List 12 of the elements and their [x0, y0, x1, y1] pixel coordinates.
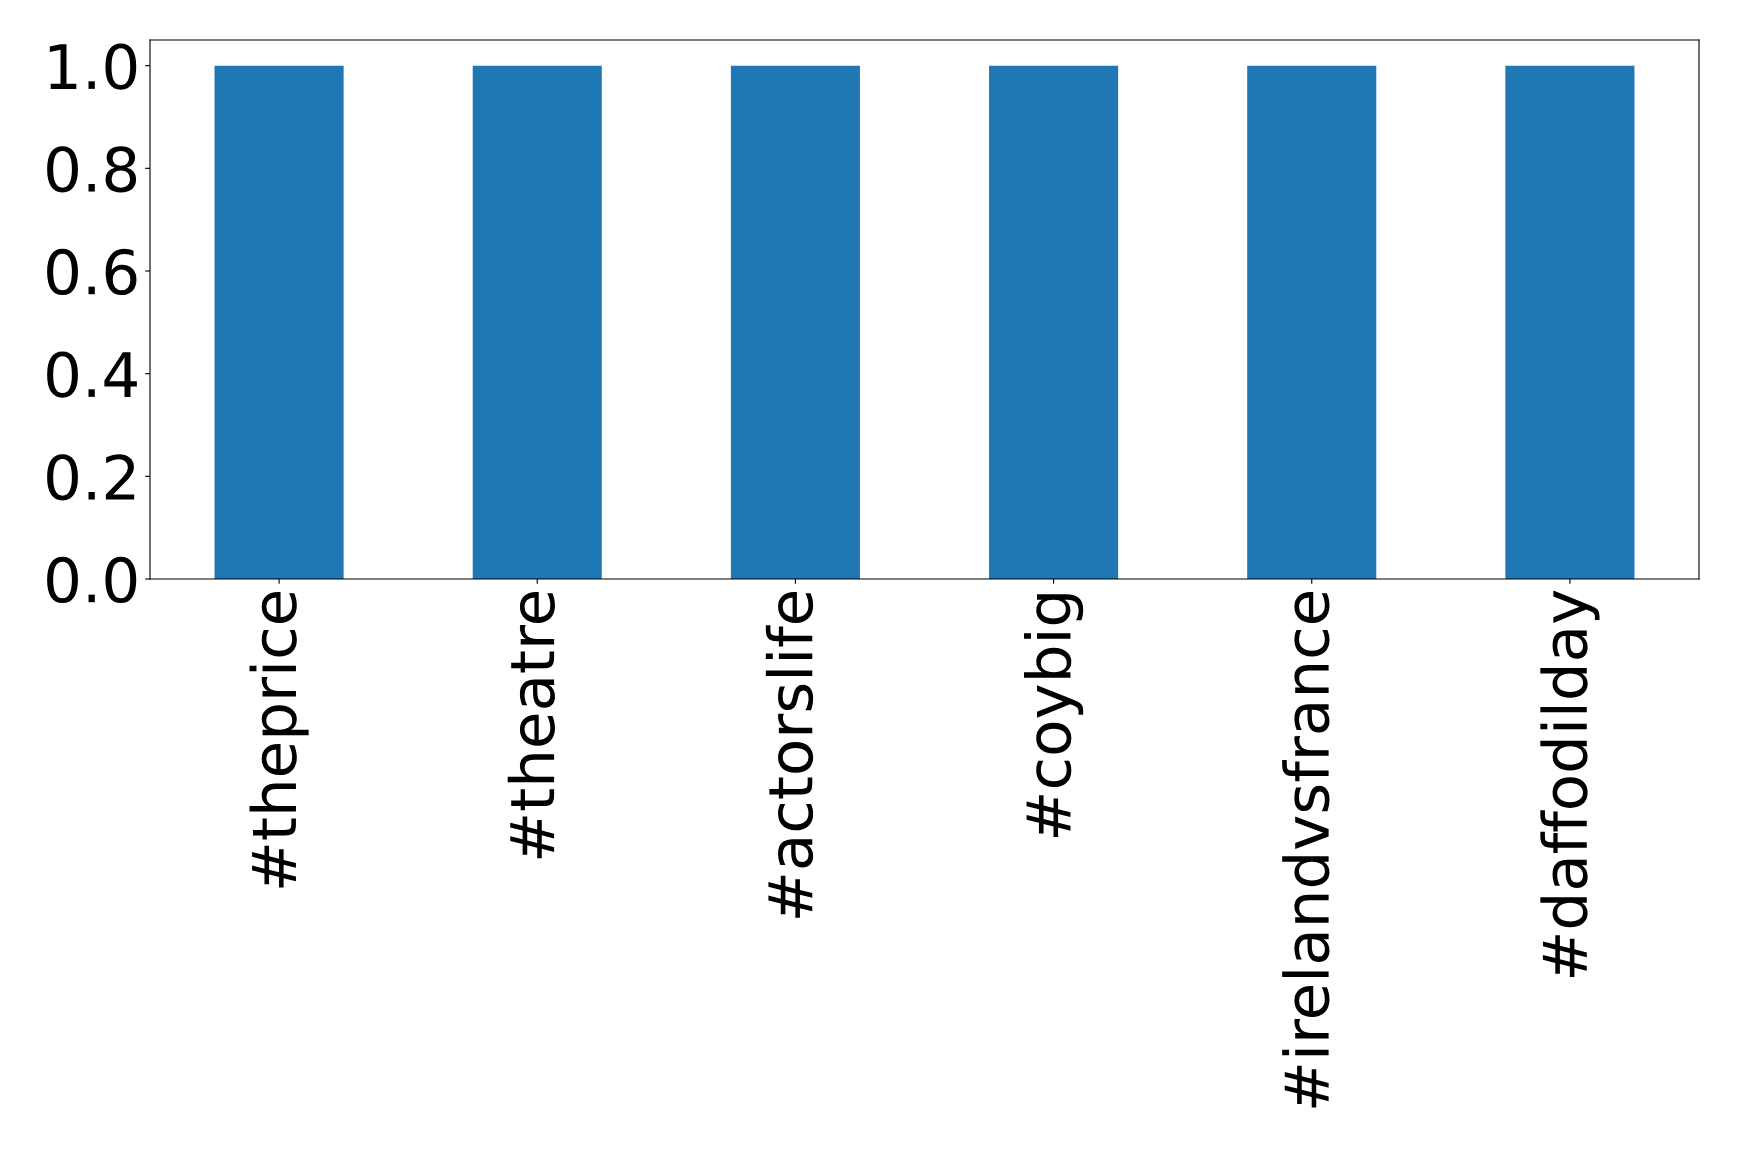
x-tick-label: #theprice [249, 591, 309, 888]
x-tick-label: #irelandvsfrance [1282, 591, 1330, 1108]
y-tick-label: 0.0 [47, 556, 137, 604]
x-tick-label: #theatre [507, 591, 555, 859]
x-tick-label: #daffodilday [1540, 590, 1600, 978]
y-tick-label: 1.0 [49, 43, 137, 90]
y-tick-label: 0.2 [47, 454, 135, 501]
y-tick-label: 0.6 [47, 248, 137, 296]
y-tick-label: 0.8 [47, 146, 137, 193]
x-tick-label: #coybig [1024, 594, 1084, 837]
x-tick-label: #actorslife [765, 591, 814, 918]
y-tick-label: 0.4 [47, 351, 137, 398]
